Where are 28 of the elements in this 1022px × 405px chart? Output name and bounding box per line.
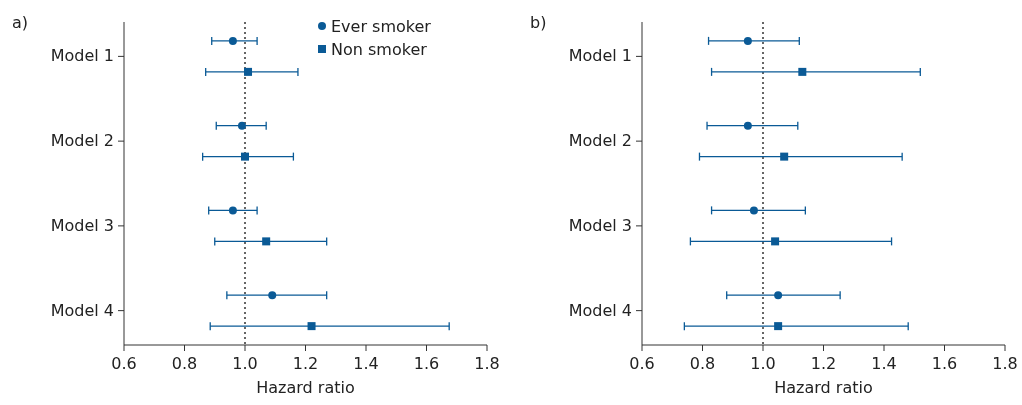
x-tick-label: 1.2 — [810, 354, 837, 373]
y-tick-label: Model 4 — [50, 300, 114, 320]
x-tick-label: 1.4 — [353, 354, 379, 373]
x-tick-label: 1.0 — [750, 354, 776, 373]
x-tick-label: 0.8 — [689, 354, 716, 373]
x-tick-label: 0.8 — [171, 354, 198, 373]
y-tick-label: Model 4 — [568, 300, 632, 320]
x-tick-label: 1.4 — [871, 354, 897, 373]
x-axis-title: Hazard ratio — [774, 378, 873, 397]
x-tick-label: 1.8 — [992, 354, 1018, 373]
y-tick-label: Model 3 — [50, 215, 114, 235]
x-tick-label: 1.0 — [232, 354, 258, 373]
x-tick-label: 0.6 — [111, 354, 137, 373]
x-tick-label: 1.8 — [474, 354, 500, 373]
y-tick-label: Model 2 — [50, 131, 114, 151]
x-axis-title: Hazard ratio — [256, 378, 355, 397]
chart-title: b) — [530, 13, 547, 32]
x-tick-label: 1.6 — [413, 354, 440, 373]
y-tick-label: Model 1 — [568, 46, 632, 66]
chart-title: a) — [12, 13, 29, 32]
x-tick-label: 1.2 — [292, 354, 319, 373]
y-tick-label: Model 1 — [50, 46, 114, 66]
x-tick-label: 0.6 — [629, 354, 655, 373]
legend-label: Non smoker — [331, 40, 428, 59]
legend-label: Ever smoker — [331, 17, 432, 36]
y-tick-label: Model 3 — [568, 215, 632, 235]
y-tick-label: Model 2 — [568, 131, 632, 151]
x-tick-label: 1.6 — [931, 354, 958, 373]
